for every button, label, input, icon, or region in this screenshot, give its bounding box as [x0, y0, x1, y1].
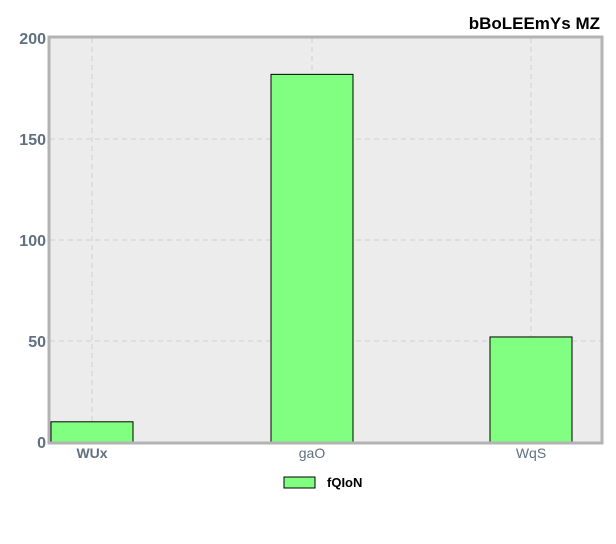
- legend: fQIoN: [283, 475, 362, 490]
- y-tick-label: 100: [19, 233, 46, 250]
- bars: [50, 73, 573, 443]
- legend-swatch: [283, 476, 316, 489]
- x-tick-label: WUx: [76, 445, 107, 461]
- x-tick-label: gaO: [299, 445, 326, 461]
- bar-WqS: [489, 336, 573, 443]
- chart-title: bBoLEEmYs MZ: [469, 14, 600, 33]
- y-axis-ticks: 0 50 100 150 200: [19, 31, 46, 452]
- plot-frame: [47, 35, 604, 445]
- legend-label: fQIoN: [327, 475, 362, 490]
- x-axis-ticks: WUx gaO WqS: [76, 445, 546, 461]
- bar-gaO: [270, 73, 354, 443]
- y-tick-label: 0: [37, 435, 46, 452]
- y-tick-label: 150: [19, 132, 46, 149]
- x-tick-label: WqS: [516, 445, 546, 461]
- y-tick-label: 50: [28, 334, 46, 351]
- bar-WUx: [50, 421, 134, 443]
- y-tick-label: 200: [19, 31, 46, 48]
